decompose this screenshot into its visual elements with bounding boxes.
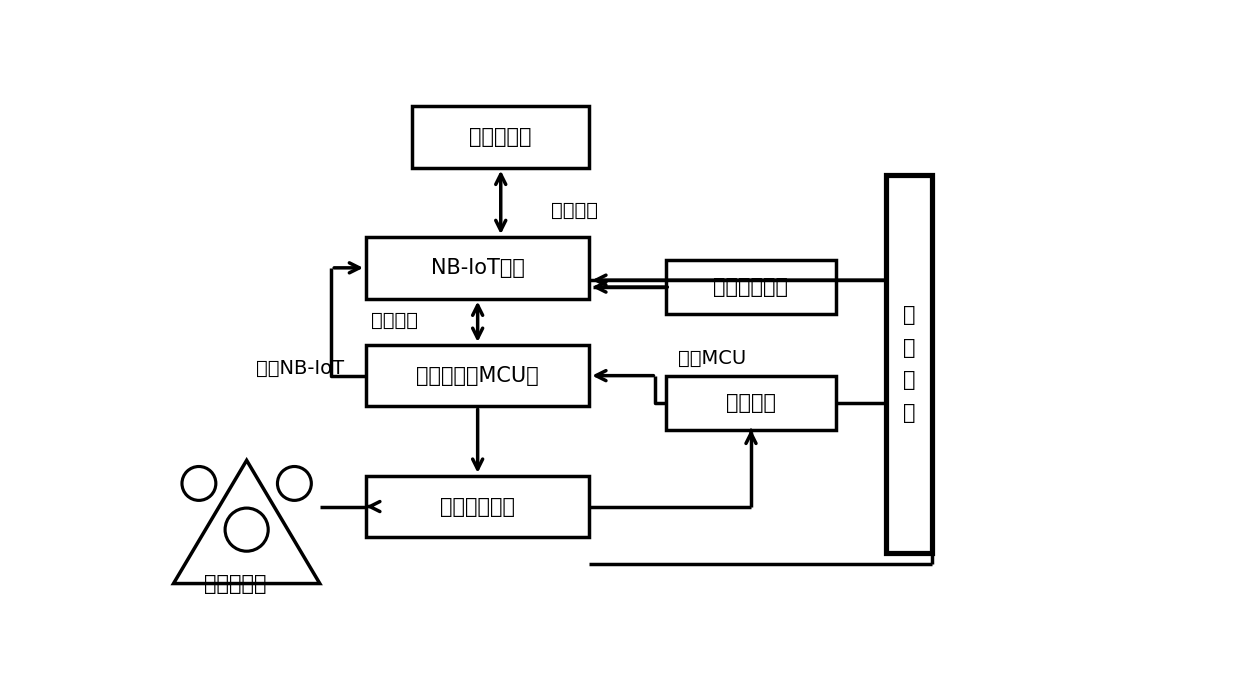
Text: 数据分析（MCU）: 数据分析（MCU） <box>417 365 539 385</box>
Text: 漏电检测模块: 漏电检测模块 <box>440 497 515 516</box>
Text: 三电极探头: 三电极探头 <box>203 574 267 594</box>
Text: NB-IoT模块: NB-IoT模块 <box>430 258 525 278</box>
Text: 电源监测模块: 电源监测模块 <box>713 277 789 297</box>
Text: 唤醒MCU: 唤醒MCU <box>678 349 746 368</box>
Bar <box>885 176 932 553</box>
Bar <box>666 376 836 430</box>
Text: 电
源
模
块: 电 源 模 块 <box>903 305 915 424</box>
Text: 数据上报: 数据上报 <box>372 311 418 329</box>
Text: 唤醒电路: 唤醒电路 <box>725 392 776 412</box>
Text: 云服务平台: 云服务平台 <box>470 127 532 147</box>
Bar <box>666 260 836 314</box>
Text: 数据传输: 数据传输 <box>551 201 598 219</box>
Bar <box>366 475 589 538</box>
Bar <box>366 237 589 299</box>
Bar <box>412 106 589 167</box>
Text: 唤醒NB-IoT: 唤醒NB-IoT <box>257 358 345 377</box>
Bar <box>366 345 589 406</box>
